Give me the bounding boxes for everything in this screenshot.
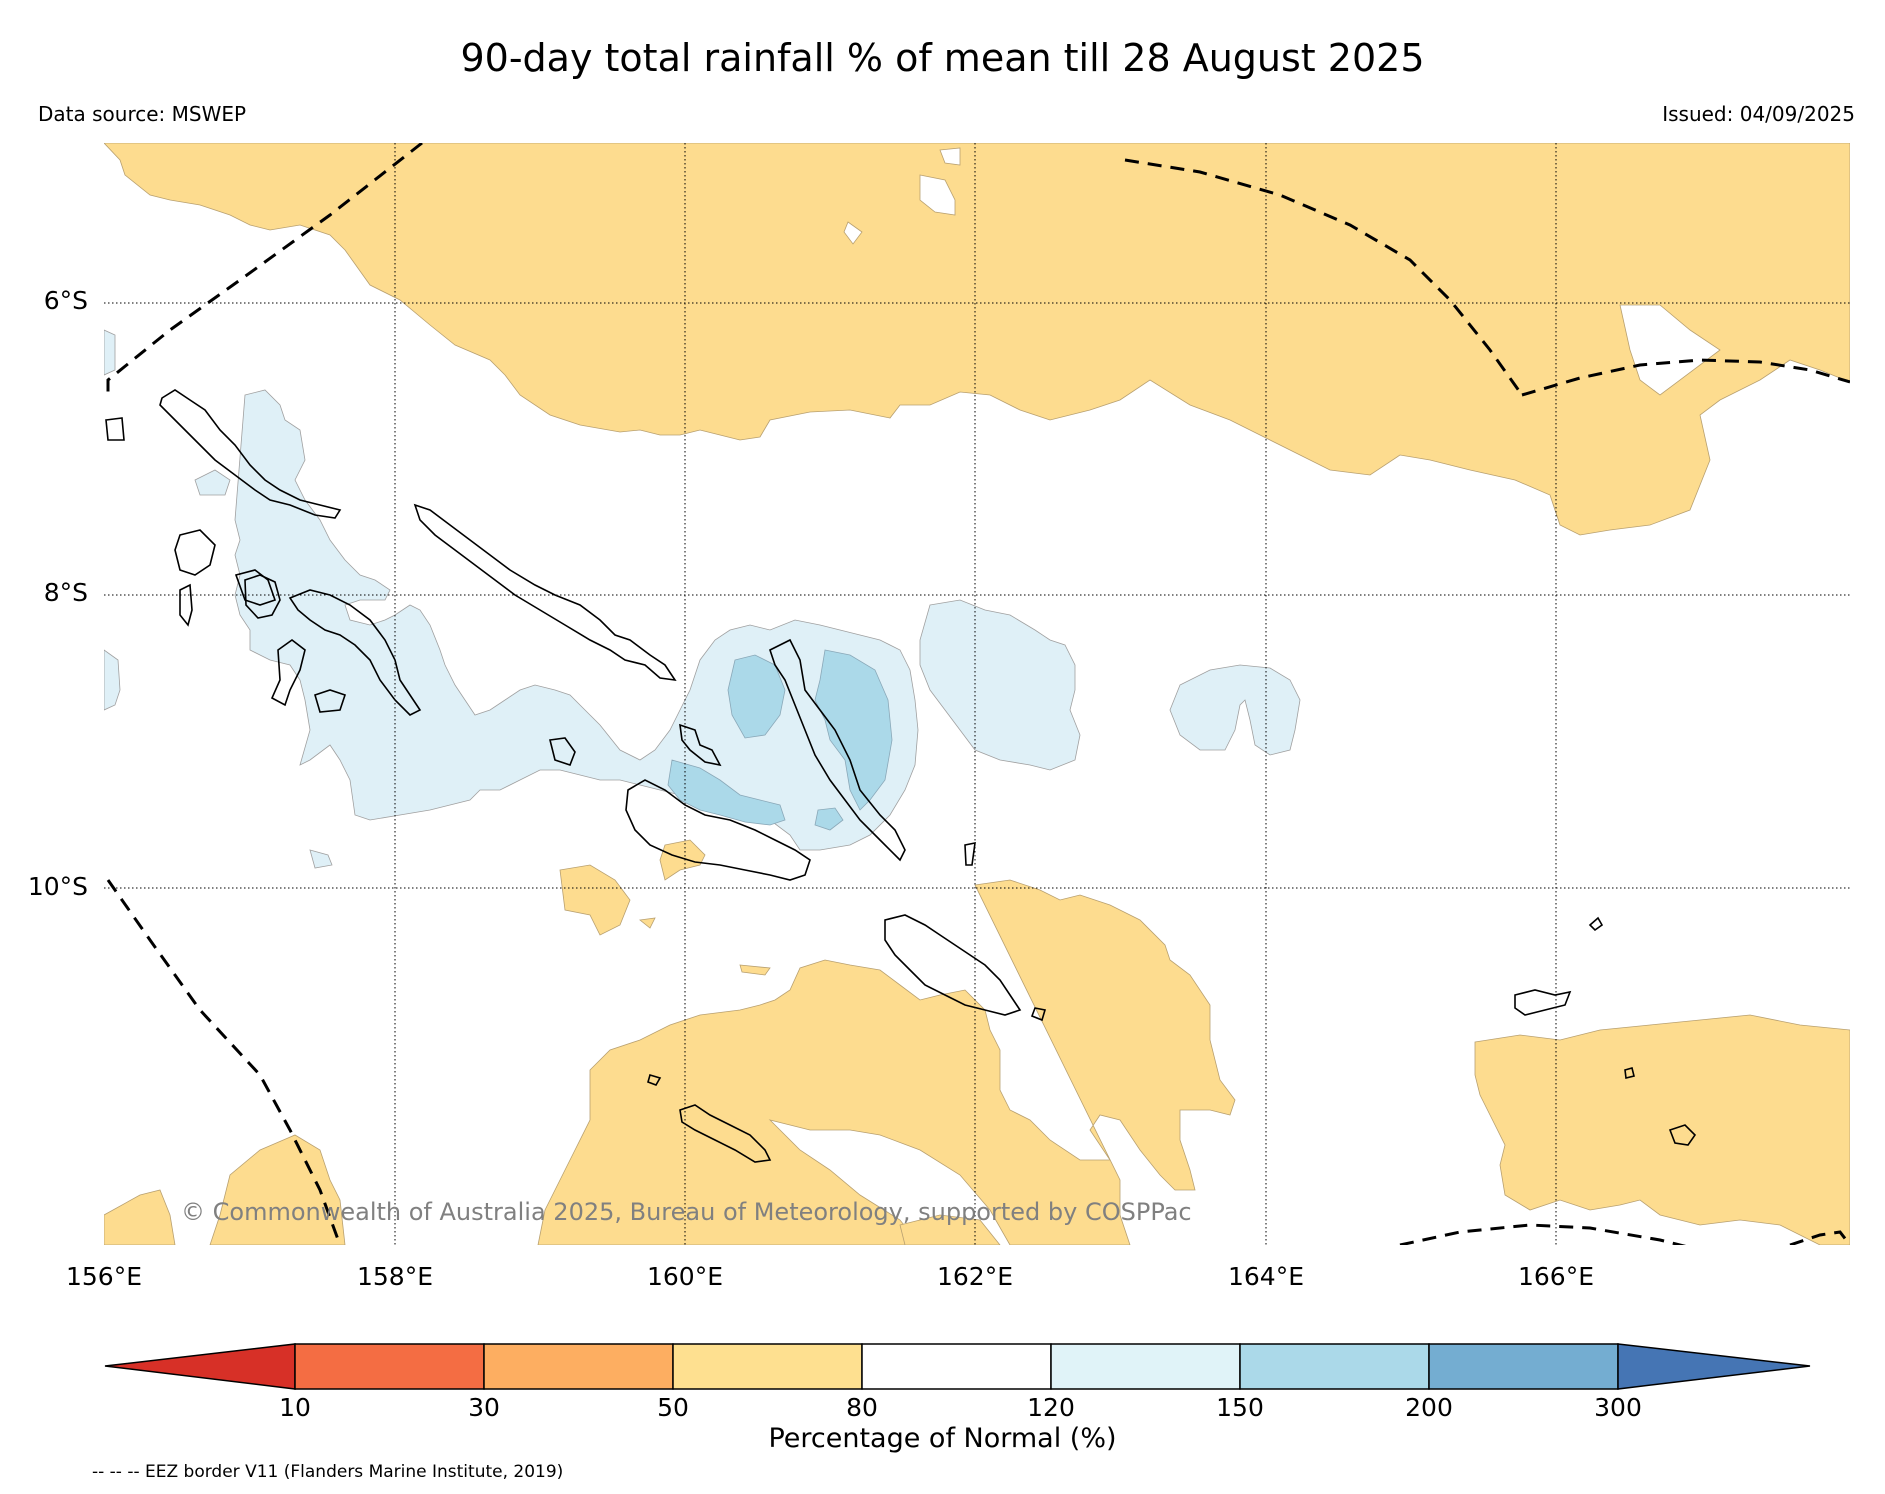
colorbar-segment — [1428, 1343, 1619, 1390]
colorbar-tick: 30 — [468, 1393, 500, 1422]
colorbar-segment — [294, 1343, 485, 1390]
lon-label-158e: 158°E — [356, 1262, 433, 1291]
map-title: 90-day total rainfall % of mean till 28 … — [460, 36, 1425, 80]
rainfall-shading — [104, 143, 1850, 1245]
copyright-notice: © Commonwealth of Australia 2025, Bureau… — [181, 1198, 1192, 1226]
colorbar-tick: 80 — [846, 1393, 878, 1422]
colorbar-tick: 10 — [279, 1393, 311, 1422]
lon-label-160e: 160°E — [646, 1262, 723, 1291]
colorbar-tick: 150 — [1216, 1393, 1264, 1422]
coastline-choiseul — [159, 389, 342, 519]
lon-label-162e: 162°E — [936, 1262, 1013, 1291]
lat-label-10s: 10°S — [27, 872, 88, 901]
below-normal-region-north — [104, 143, 1850, 536]
lat-label-6s: 6°S — [43, 286, 88, 315]
eez-border — [106, 143, 1850, 1245]
coastline-new-georgia — [174, 529, 216, 576]
colorbar-tick: 50 — [657, 1393, 689, 1422]
below-normal-region-south-central — [537, 879, 1236, 1245]
coastline-makira — [884, 914, 1022, 1016]
lon-label-166e: 166°E — [1517, 1262, 1594, 1291]
lon-label-156e: 156°E — [65, 1262, 142, 1291]
colorbar-segment — [1239, 1343, 1430, 1390]
lat-label-8s: 8°S — [43, 578, 88, 607]
graticule — [104, 143, 1850, 1245]
colorbar-extend-low — [104, 1343, 296, 1390]
below-normal-region-southeast — [1474, 1014, 1850, 1245]
colorbar-title: Percentage of Normal (%) — [768, 1423, 1117, 1454]
colorbar-segment — [672, 1343, 863, 1390]
colorbar-segment — [861, 1343, 1052, 1390]
issued-date-label: Issued: 04/09/2025 — [1662, 102, 1855, 126]
data-source-label: Data source: MSWEP — [38, 102, 247, 126]
colorbar-extend-high — [1617, 1343, 1811, 1390]
colorbar-tick: 200 — [1405, 1393, 1453, 1422]
colorbar-segment — [483, 1343, 674, 1390]
colorbar-tick: 300 — [1594, 1393, 1642, 1422]
colorbar — [104, 1343, 1811, 1390]
coastline-guadalcanal — [625, 779, 811, 881]
colorbar-segment — [1050, 1343, 1241, 1390]
colorbar-tick: 120 — [1027, 1393, 1075, 1422]
lon-label-164e: 164°E — [1227, 1262, 1304, 1291]
coastlines — [105, 389, 1697, 1163]
eez-legend-note: -- -- -- EEZ border V11 (Flanders Marine… — [92, 1462, 564, 1482]
coastline-santa-isabel — [413, 503, 677, 682]
coastline-malaita — [769, 638, 906, 862]
